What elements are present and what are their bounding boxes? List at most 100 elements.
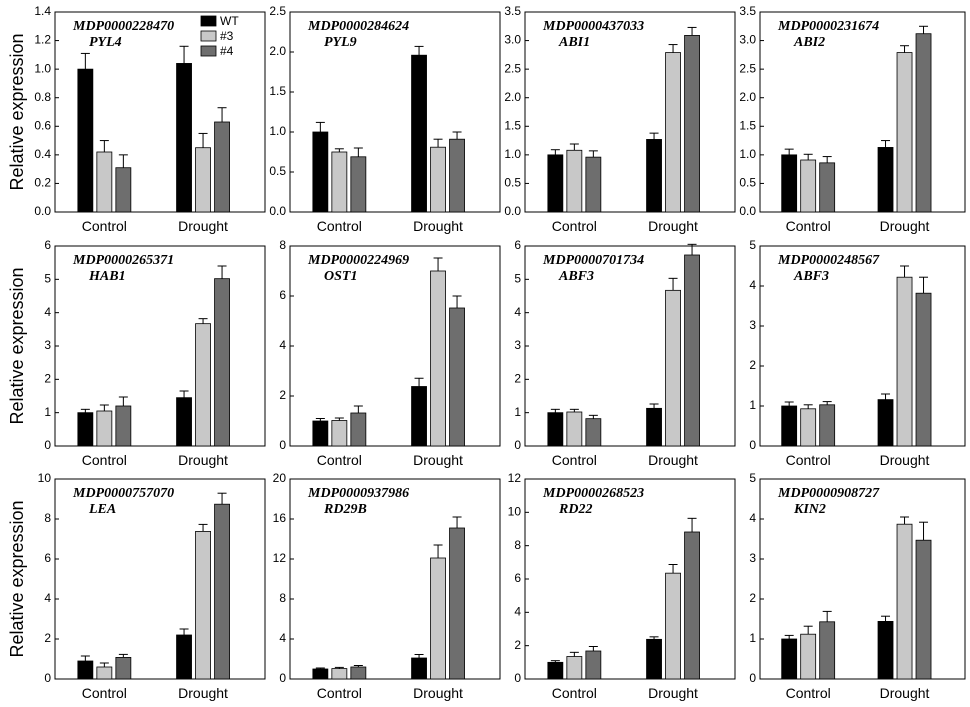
bar-control-line4 <box>819 621 836 680</box>
y-tick-label: 1.0 <box>504 147 521 161</box>
y-tick-label: 1.5 <box>269 84 286 98</box>
y-tick-label: 1.2 <box>34 33 51 47</box>
x-category-label: Drought <box>178 218 228 234</box>
y-tick-label: 1.0 <box>34 61 51 75</box>
bar-control-line3 <box>331 420 348 447</box>
y-tick-label: 1.5 <box>504 118 521 132</box>
gene-id-label: MDP0000248567 <box>777 253 880 268</box>
y-tick-label: 8 <box>279 238 286 252</box>
gene-name-label: ABF3 <box>793 269 829 284</box>
gene-name-label: LEA <box>88 502 116 517</box>
y-tick-label: 0.2 <box>34 176 51 190</box>
legend-label: #4 <box>220 44 234 58</box>
plot-frame <box>759 11 966 213</box>
plot-frame <box>289 478 501 680</box>
y-tick-label: 6 <box>279 288 286 302</box>
y-tick-label: 3.0 <box>739 33 756 47</box>
bar-drought-line3 <box>195 323 211 447</box>
y-tick-label: 1.4 <box>34 4 51 18</box>
y-tick-label: 0.5 <box>504 176 521 190</box>
plot-frame <box>759 245 966 447</box>
bar-control-line4 <box>585 650 602 680</box>
bar-control-WT <box>781 154 798 213</box>
y-tick-label: 5 <box>514 272 521 286</box>
y-tick-label: 4 <box>514 605 521 619</box>
x-category-label: Drought <box>648 218 698 234</box>
y-tick-label: 2.0 <box>269 44 286 58</box>
bar-drought-line4 <box>214 503 230 680</box>
bar-control-line3 <box>96 151 113 213</box>
plot-frame <box>289 11 501 213</box>
y-tick-label: 6 <box>44 238 51 252</box>
bar-drought-line3 <box>896 52 913 213</box>
bar-drought-line3 <box>665 52 681 213</box>
bar-control-line3 <box>566 411 583 447</box>
y-tick-label: 10 <box>508 505 522 519</box>
x-category-label: Control <box>552 685 597 701</box>
bar-drought-line4 <box>684 254 700 447</box>
y-tick-label: 2.5 <box>739 61 756 75</box>
bar-drought-line4 <box>214 278 230 447</box>
y-tick-label: 2 <box>279 388 286 402</box>
gene-id-label: MDP0000701734 <box>542 253 644 268</box>
bar-control-WT <box>547 154 564 213</box>
bar-drought-line4 <box>915 33 932 213</box>
y-tick-label: 4 <box>44 591 51 605</box>
y-tick-label: 1 <box>44 405 51 419</box>
gene-id-label: MDP0000268523 <box>542 486 644 501</box>
bar-control-WT <box>77 660 94 680</box>
x-category-label: Control <box>82 452 127 468</box>
bar-drought-line3 <box>430 146 446 213</box>
legend: WT#3#4 <box>200 14 239 58</box>
x-category-label: Control <box>552 452 597 468</box>
bar-control-WT <box>77 68 94 213</box>
plot-frame <box>524 478 736 680</box>
gene-id-label: MDP0000284624 <box>307 19 409 34</box>
y-tick-label: 8 <box>514 538 521 552</box>
y-tick-label: 1.0 <box>269 124 286 138</box>
bar-drought-line4 <box>449 138 465 213</box>
bar-control-line4 <box>819 404 836 447</box>
y-tick-label: 10 <box>38 471 52 485</box>
y-tick-label: 5 <box>44 272 51 286</box>
gene-name-label: OST1 <box>324 269 357 284</box>
plot-frame <box>759 478 966 680</box>
x-category-label: Control <box>317 452 362 468</box>
panel-pyl4-mdp0000228470: 0.0 0.2 0.4 0.6 0.8 1.0 1.2 1.4 Control Drought MD… <box>34 4 266 234</box>
bar-control-line3 <box>331 668 348 680</box>
y-tick-label: 2 <box>44 631 51 645</box>
y-tick-label: 1.5 <box>739 118 756 132</box>
bar-control-line4 <box>115 405 132 447</box>
x-category-label: Drought <box>413 452 463 468</box>
bar-control-line3 <box>800 159 817 213</box>
bar-drought-WT <box>877 147 894 213</box>
y-tick-label: 3 <box>749 551 756 565</box>
gene-name-label: RD22 <box>558 502 592 517</box>
y-tick-label: 8 <box>44 511 51 525</box>
y-tick-label: 0 <box>279 438 286 452</box>
y-tick-label: 0 <box>514 438 521 452</box>
bar-drought-line3 <box>430 270 446 447</box>
bar-drought-line4 <box>915 292 932 447</box>
bar-control-line4 <box>350 666 367 680</box>
legend-swatch <box>200 15 217 27</box>
y-tick-label: 8 <box>279 591 286 605</box>
bar-control-line3 <box>331 151 348 213</box>
y-tick-label: 0.0 <box>504 204 521 218</box>
gene-id-label: MDP0000437033 <box>542 19 644 34</box>
y-tick-label: 4 <box>749 278 756 292</box>
gene-id-label: MDP0000908727 <box>777 486 880 501</box>
x-category-label: Drought <box>178 452 228 468</box>
bar-drought-WT <box>176 634 192 680</box>
gene-id-label: MDP0000228470 <box>72 19 174 34</box>
x-category-label: Drought <box>648 452 698 468</box>
bar-drought-WT <box>877 399 894 447</box>
bar-drought-WT <box>646 139 662 213</box>
